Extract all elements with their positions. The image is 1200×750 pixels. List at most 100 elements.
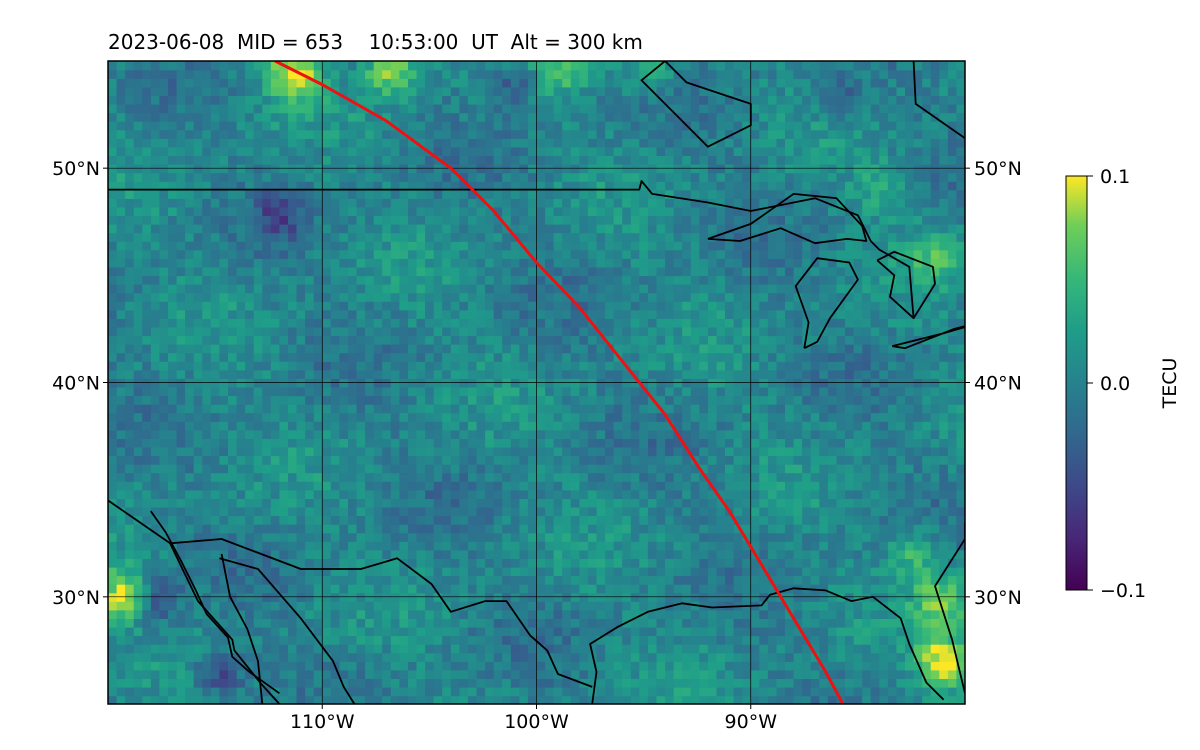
heatmap-cell <box>896 618 906 628</box>
heatmap-cell <box>819 481 829 491</box>
heatmap-cell <box>425 635 435 645</box>
heatmap-cell <box>373 429 383 439</box>
heatmap-cell <box>253 412 263 422</box>
heatmap-cell <box>365 343 375 354</box>
heatmap-cell <box>802 275 812 285</box>
heatmap-cell <box>116 498 126 508</box>
heatmap-cell <box>896 686 906 697</box>
heatmap-cell <box>707 618 718 628</box>
heatmap-cell <box>570 532 581 542</box>
heatmap-cell <box>905 661 915 671</box>
heatmap-cell <box>245 343 255 354</box>
heatmap-cell <box>365 506 375 517</box>
heatmap-cell <box>253 361 263 371</box>
heatmap-cell <box>408 395 418 405</box>
heatmap-cell <box>733 301 743 311</box>
heatmap-cell <box>690 352 701 362</box>
heatmap-cell <box>939 515 949 525</box>
heatmap-cell <box>467 421 478 431</box>
heatmap-cell <box>322 515 332 525</box>
heatmap-cell <box>673 609 683 619</box>
heatmap-cell <box>262 541 272 551</box>
heatmap-cell <box>108 301 118 311</box>
heatmap-cell <box>853 524 863 534</box>
heatmap-cell <box>159 669 169 679</box>
heatmap-cell <box>425 489 435 499</box>
heatmap-cell <box>133 309 143 319</box>
heatmap-cell <box>639 283 649 294</box>
heatmap-cell <box>665 652 675 662</box>
heatmap-cell <box>245 686 255 697</box>
heatmap-cell <box>296 463 306 474</box>
heatmap-cell <box>442 318 452 328</box>
heatmap-cell <box>536 618 546 628</box>
heatmap-cell <box>245 412 255 422</box>
heatmap-cell <box>939 369 949 379</box>
heatmap-cell <box>579 644 589 654</box>
heatmap-cell <box>459 506 469 517</box>
heatmap-cell <box>510 455 521 465</box>
heatmap-cell <box>887 652 898 662</box>
heatmap-cell <box>485 446 495 457</box>
heatmap-cell <box>176 541 186 551</box>
heatmap-cell <box>108 601 118 611</box>
heatmap-cell <box>382 661 392 671</box>
heatmap-cell <box>365 318 375 328</box>
heatmap-cell <box>193 515 203 525</box>
heatmap-cell <box>742 335 752 345</box>
heatmap-cell <box>622 335 632 345</box>
heatmap-cell <box>622 575 632 585</box>
heatmap-cell <box>579 301 589 311</box>
heatmap-cell <box>913 498 923 508</box>
heatmap-cell <box>699 343 709 354</box>
heatmap-cell <box>245 309 255 319</box>
heatmap-cell <box>442 686 452 697</box>
heatmap-cell <box>133 558 143 568</box>
heatmap-cell <box>810 506 820 517</box>
heatmap-cell <box>467 275 478 285</box>
heatmap-cell <box>270 669 281 679</box>
heatmap-cell <box>579 318 589 328</box>
heatmap-cell <box>545 498 555 508</box>
heatmap-cell <box>922 575 932 585</box>
heatmap-cell <box>673 618 683 628</box>
heatmap-cell <box>193 403 203 414</box>
heatmap-cell <box>390 335 401 345</box>
heatmap-cell <box>159 532 169 542</box>
heatmap-cell <box>519 515 529 525</box>
heatmap-cell <box>219 421 229 431</box>
heatmap-cell <box>690 421 701 431</box>
heatmap-cell <box>159 652 169 662</box>
heatmap-cell <box>587 669 598 679</box>
heatmap-cell <box>133 335 143 345</box>
heatmap-cell <box>707 669 718 679</box>
heatmap-cell <box>108 558 118 568</box>
heatmap-cell <box>485 335 495 345</box>
heatmap-cell <box>785 541 795 551</box>
heatmap-cell <box>622 343 632 354</box>
heatmap-cell <box>425 283 435 294</box>
heatmap-cell <box>827 652 838 662</box>
heatmap-cell <box>502 361 512 371</box>
heatmap-cell <box>536 386 546 397</box>
heatmap-cell <box>922 352 932 362</box>
heatmap-cell <box>185 318 195 328</box>
heatmap-cell <box>502 395 512 405</box>
heatmap-cell <box>767 618 778 628</box>
heatmap-cell <box>707 283 718 294</box>
heatmap-cell <box>348 386 358 397</box>
heatmap-cell <box>587 386 598 397</box>
heatmap-cell <box>939 524 949 534</box>
heatmap-cell <box>759 549 769 559</box>
heatmap-cell <box>605 506 615 517</box>
heatmap-cell <box>545 481 555 491</box>
heatmap-cell <box>202 584 212 594</box>
heatmap-cell <box>373 403 383 414</box>
heatmap-cell <box>485 515 495 525</box>
heatmap-cell <box>142 489 152 499</box>
heatmap-cell <box>553 558 563 568</box>
heatmap-cell <box>845 283 855 294</box>
heatmap-cell <box>210 446 221 457</box>
heatmap-cell <box>399 644 409 654</box>
heatmap-cell <box>665 489 675 499</box>
